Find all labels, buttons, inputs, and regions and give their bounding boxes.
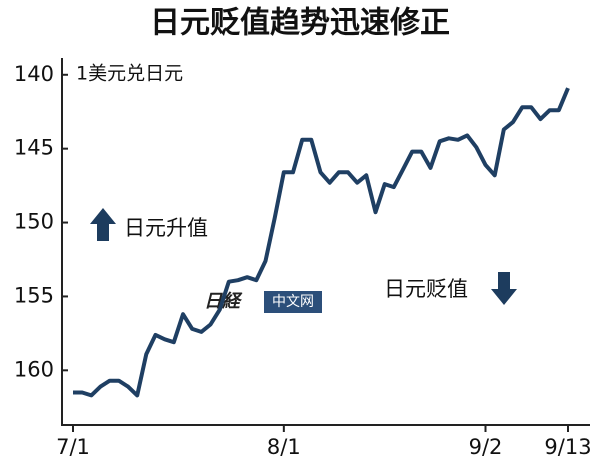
- x-tick-label: 9/2: [469, 435, 503, 459]
- x-tick-label: 9/13: [544, 435, 591, 459]
- line: [73, 87, 570, 398]
- y-axis-label: 1美元兑日元: [76, 63, 183, 85]
- x-tick-label: 8/1: [267, 435, 301, 459]
- watermark-box: [264, 291, 322, 313]
- y-tick-label: 160: [14, 357, 54, 381]
- chart-title: 日元贬值趋势迅速修正: [150, 6, 450, 41]
- y-tick-label: 145: [14, 136, 54, 160]
- y-tick-label: 140: [14, 62, 54, 86]
- y-tick-label: 150: [14, 210, 54, 234]
- annotation: 日元升值: [124, 216, 208, 240]
- watermark-text: 中文网: [272, 294, 314, 310]
- annotation: 日元贬值: [384, 277, 468, 301]
- y-tick-label: 155: [14, 283, 54, 307]
- up-arrow: [90, 208, 116, 241]
- down-arrow: [491, 272, 517, 305]
- x-tick-label: 7/1: [56, 435, 90, 459]
